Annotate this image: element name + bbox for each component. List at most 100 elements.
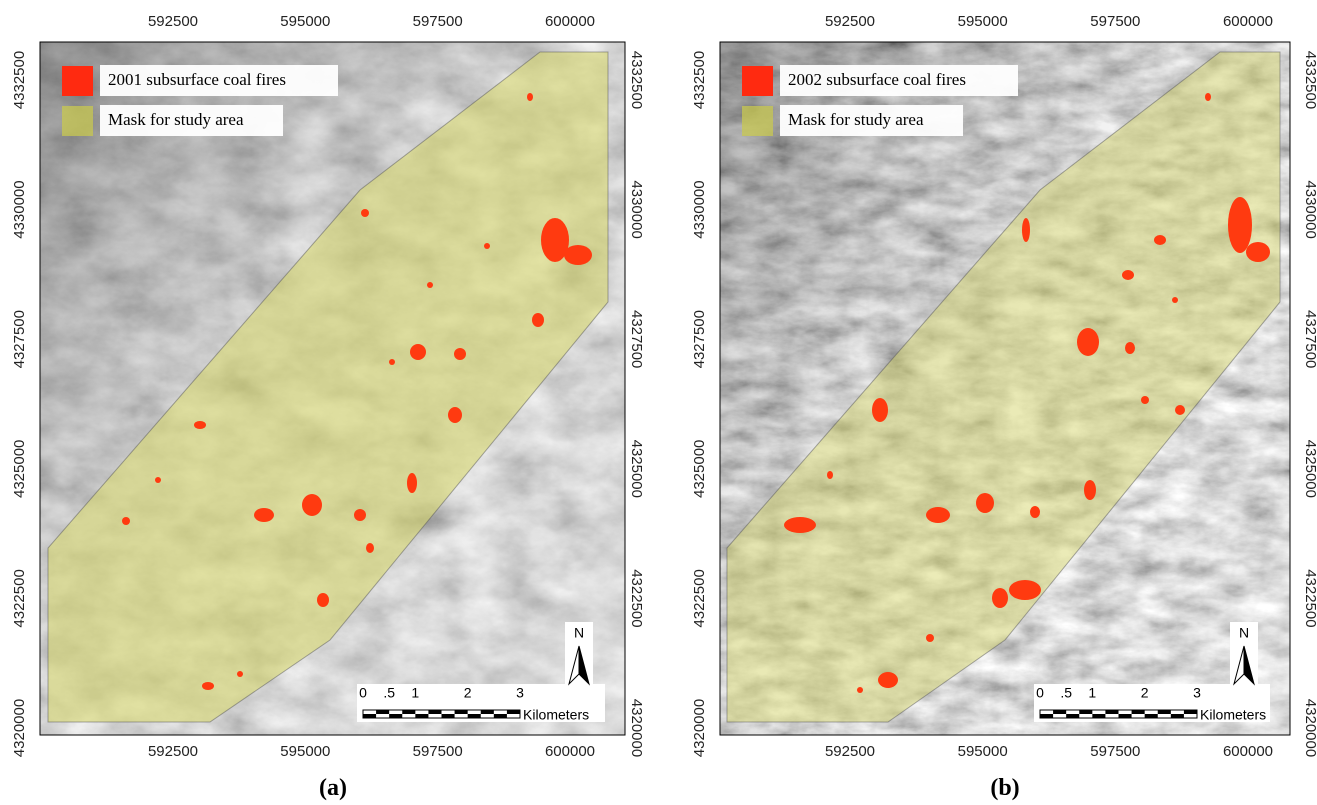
coal-fire — [122, 517, 130, 525]
coal-fire — [872, 398, 888, 422]
scale-bar-segment — [1184, 710, 1197, 714]
legend-label: Mask for study area — [788, 110, 924, 129]
scale-bar-segment — [1105, 710, 1118, 714]
coal-fire — [237, 671, 243, 677]
scale-bar-label: 2 — [1141, 685, 1149, 701]
x-tick-label: 592500 — [825, 743, 875, 760]
coal-fire — [254, 508, 274, 522]
x-tick-label: 600000 — [1223, 743, 1273, 760]
y-tick-label: 4320000 — [628, 699, 645, 757]
coal-fire — [976, 493, 994, 513]
coal-fire — [202, 682, 214, 690]
coal-fire — [1246, 242, 1270, 262]
scale-bar-segment — [363, 714, 376, 718]
coal-fire — [1125, 342, 1135, 354]
coal-fire — [878, 672, 898, 688]
coal-fire — [827, 471, 833, 479]
coal-fire — [532, 313, 544, 327]
y-tick-label: 4330000 — [11, 180, 28, 238]
map-panel: 592500 592500 595000 595000 597500 597500 6000… — [691, 13, 1317, 801]
coal-fire — [427, 282, 433, 288]
x-tick-label: 597500 — [1090, 743, 1140, 760]
north-label: N — [1239, 625, 1249, 641]
y-tick-label: 4330000 — [1302, 180, 1317, 238]
y-tick-label: 4322500 — [628, 569, 645, 627]
coal-fire — [1030, 506, 1040, 518]
scale-bar-segment — [1119, 714, 1132, 718]
coal-fire — [857, 687, 863, 693]
legend-swatch — [62, 66, 93, 96]
y-tick-label: 4320000 — [1302, 699, 1317, 757]
scale-bar-segment — [481, 710, 494, 714]
legend-label: Mask for study area — [108, 110, 244, 129]
x-tick-label: 595000 — [280, 743, 330, 760]
scale-bar-segment — [507, 710, 520, 714]
scale-bar-segment — [389, 714, 402, 718]
x-tick-label: 597500 — [413, 13, 463, 30]
scale-bar-segment — [1053, 710, 1066, 714]
x-tick-label: 600000 — [545, 13, 595, 30]
y-tick-label: 4322500 — [11, 569, 28, 627]
legend-label: 2001 subsurface coal fires — [108, 70, 286, 89]
coal-fire — [317, 593, 329, 607]
coal-fire — [926, 634, 934, 642]
y-tick-label: 4322500 — [1302, 569, 1317, 627]
legend-swatch — [742, 66, 773, 96]
coal-fire — [1205, 93, 1211, 101]
scale-bar-label: 1 — [411, 685, 419, 701]
scale-bar-label: 0 — [1036, 685, 1044, 701]
scale-bar-segment — [1132, 710, 1145, 714]
scale-bar-unit: Kilometers — [1200, 707, 1266, 723]
scale-bar-segment — [1158, 710, 1171, 714]
x-tick-label: 592500 — [148, 743, 198, 760]
x-tick-label: 595000 — [958, 13, 1008, 30]
y-tick-label: 4327500 — [1302, 310, 1317, 368]
x-tick-label: 595000 — [280, 13, 330, 30]
panel-caption: (b) — [990, 775, 1019, 801]
scale-bar-label: 3 — [516, 685, 524, 701]
x-tick-label: 592500 — [825, 13, 875, 30]
x-tick-label: 592500 — [148, 13, 198, 30]
coal-fire — [454, 348, 466, 360]
y-tick-label: 4325000 — [11, 440, 28, 498]
coal-fire — [1175, 405, 1185, 415]
scale-bar-segment — [415, 714, 428, 718]
coal-fire — [1009, 580, 1041, 600]
coal-fire — [1022, 218, 1030, 242]
scale-bar-unit: Kilometers — [523, 707, 589, 723]
coal-fire — [366, 543, 374, 553]
figure: 592500 592500 595000 595000 597500 597500 6000… — [0, 0, 1317, 805]
y-tick-label: 4332500 — [11, 51, 28, 109]
scale-bar-segment — [468, 714, 481, 718]
coal-fire — [784, 517, 816, 533]
scale-bar-label: 2 — [464, 685, 472, 701]
coal-fire — [407, 473, 417, 493]
coal-fire — [992, 588, 1008, 608]
coal-fire — [155, 477, 161, 483]
scale-bar-segment — [1079, 710, 1092, 714]
y-tick-label: 4332500 — [691, 51, 708, 109]
coal-fire — [389, 359, 395, 365]
panel-caption: (a) — [319, 775, 347, 801]
y-tick-label: 4327500 — [691, 310, 708, 368]
scale-bar-label: 0 — [359, 685, 367, 701]
coal-fire — [484, 243, 490, 249]
scale-bar-segment — [1040, 714, 1053, 718]
y-tick-label: 4327500 — [628, 310, 645, 368]
y-tick-label: 4330000 — [691, 180, 708, 238]
scale-bar-segment — [1066, 714, 1079, 718]
legend-swatch — [742, 106, 773, 136]
coal-fire — [354, 509, 366, 521]
scale-bar-label: 3 — [1193, 685, 1201, 701]
scale-bar-label: .5 — [1060, 685, 1072, 701]
coal-fire — [926, 507, 950, 523]
coal-fire — [1172, 297, 1178, 303]
x-tick-label: 595000 — [958, 743, 1008, 760]
coal-fire — [1154, 235, 1166, 245]
scale-bar-segment — [428, 710, 441, 714]
y-tick-label: 4332500 — [1302, 51, 1317, 109]
x-tick-label: 597500 — [1090, 13, 1140, 30]
x-tick-label: 600000 — [1223, 13, 1273, 30]
coal-fire — [1228, 197, 1252, 253]
coal-fire — [194, 421, 206, 429]
